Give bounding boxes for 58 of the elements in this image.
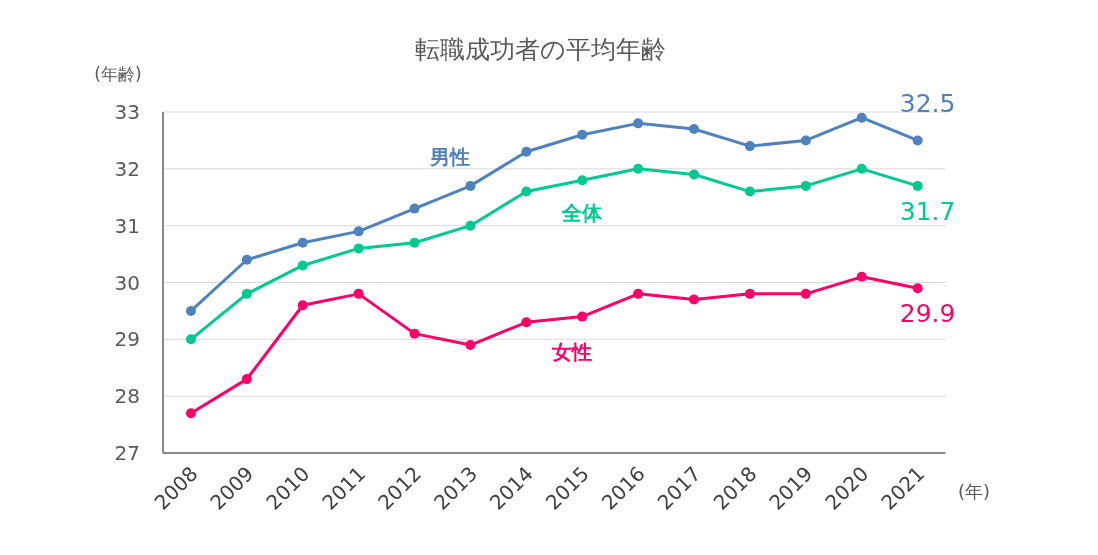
point bbox=[689, 124, 700, 135]
data-label: 31.7 bbox=[899, 196, 956, 226]
point bbox=[241, 254, 252, 265]
series-label: 女性 bbox=[551, 339, 593, 364]
y-tick-label: 33 bbox=[114, 100, 140, 124]
x-axis-title: (年) bbox=[958, 481, 991, 502]
y-tick-label: 31 bbox=[114, 213, 140, 238]
point bbox=[800, 180, 811, 191]
y-tick-label: 28 bbox=[114, 384, 140, 409]
point bbox=[409, 328, 420, 339]
chart-title: 転職成功者の平均年齢 bbox=[414, 35, 666, 64]
point bbox=[744, 141, 755, 152]
point bbox=[744, 186, 755, 197]
point bbox=[689, 169, 700, 180]
series-label: 男性 bbox=[429, 144, 471, 169]
point bbox=[800, 288, 811, 299]
point bbox=[465, 220, 476, 231]
point bbox=[521, 186, 532, 197]
point bbox=[856, 271, 867, 282]
point bbox=[353, 226, 364, 237]
y-axis-title: (年齢) bbox=[94, 64, 142, 84]
point bbox=[465, 180, 476, 191]
point bbox=[185, 408, 196, 419]
point bbox=[800, 135, 811, 146]
point bbox=[241, 288, 252, 299]
point bbox=[297, 260, 308, 271]
point bbox=[185, 305, 196, 316]
point bbox=[241, 374, 252, 385]
point bbox=[633, 163, 644, 174]
point bbox=[521, 146, 532, 157]
point bbox=[577, 129, 588, 140]
point bbox=[856, 112, 867, 123]
point bbox=[297, 237, 308, 248]
y-tick-label: 32 bbox=[114, 156, 140, 181]
point bbox=[744, 288, 755, 299]
point bbox=[577, 175, 588, 186]
point bbox=[409, 203, 420, 214]
point bbox=[577, 311, 588, 322]
point bbox=[912, 180, 923, 191]
point bbox=[297, 300, 308, 311]
point bbox=[689, 294, 700, 305]
data-label: 29.9 bbox=[899, 299, 956, 329]
point bbox=[856, 163, 867, 174]
y-tick-label: 27 bbox=[114, 441, 140, 465]
point bbox=[633, 118, 644, 129]
point bbox=[912, 135, 923, 146]
point bbox=[185, 334, 196, 345]
point bbox=[353, 288, 364, 299]
y-tick-label: 30 bbox=[114, 270, 140, 295]
point bbox=[521, 317, 532, 328]
point bbox=[465, 340, 476, 351]
point bbox=[409, 237, 420, 248]
point bbox=[353, 243, 364, 254]
point bbox=[633, 288, 644, 299]
data-label: 32.5 bbox=[899, 89, 956, 119]
series-label: 全体 bbox=[561, 201, 604, 226]
y-tick-label: 29 bbox=[114, 327, 140, 352]
point bbox=[912, 283, 923, 294]
